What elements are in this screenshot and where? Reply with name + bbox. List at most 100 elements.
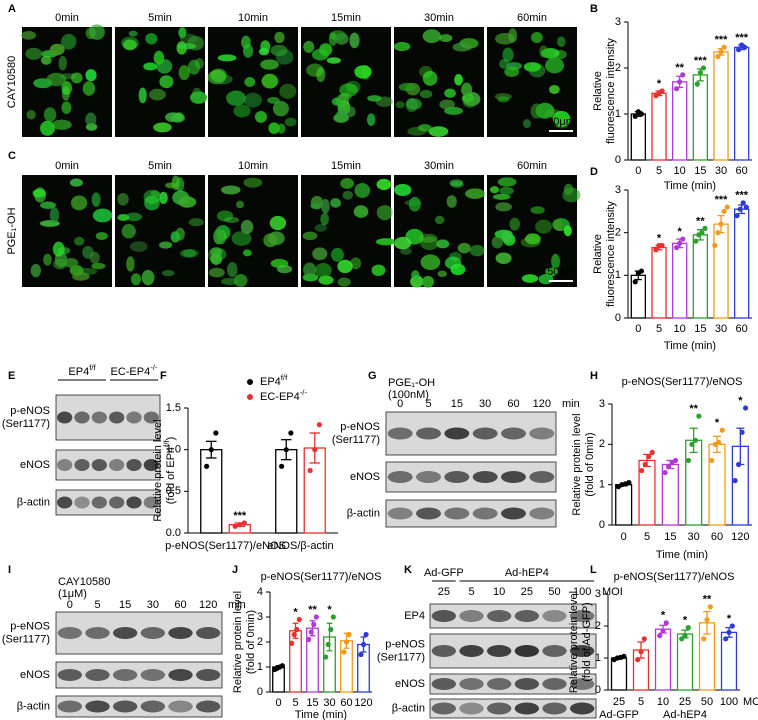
data-point [341, 649, 347, 655]
y-axis-label: (fold of Ad-GFP) [581, 602, 593, 681]
blot-band [126, 411, 142, 424]
cell [242, 43, 254, 58]
data-point [700, 65, 707, 71]
blot-strip [55, 394, 161, 441]
cell [145, 33, 158, 45]
cell [165, 112, 181, 123]
cell [339, 83, 359, 97]
blot-band [91, 459, 107, 471]
blot-band [387, 507, 413, 520]
data-point [692, 437, 699, 443]
data-point [646, 453, 652, 460]
x-tick-label: 5 [644, 531, 650, 543]
cell [334, 32, 349, 45]
superscript: f/f [162, 440, 171, 447]
y-axis-label: Relative [592, 234, 604, 274]
blot-row-label: p-eNOS [10, 620, 50, 632]
data-point [638, 268, 645, 274]
blot-band [85, 627, 110, 639]
data-point [693, 238, 699, 244]
data-point [734, 213, 740, 219]
cell [220, 277, 239, 286]
data-point [721, 44, 727, 50]
blot-band [143, 496, 159, 509]
bar [708, 443, 726, 526]
lane-label: 25 [521, 586, 533, 598]
data-point [358, 651, 364, 658]
data-point [673, 86, 680, 92]
cell [53, 259, 68, 270]
blot-band [109, 411, 125, 424]
blot-band [57, 459, 73, 471]
cell [226, 90, 246, 106]
cell [350, 257, 362, 270]
cell [302, 231, 318, 241]
blot-band [486, 610, 512, 622]
text-part: EC-EP4 [260, 391, 300, 403]
panel-letter: E [8, 370, 15, 382]
x-tick-label: 120 [354, 697, 372, 709]
cell [422, 29, 441, 44]
bar [654, 628, 672, 691]
y-tick-label: 2 [257, 636, 263, 648]
time-label: 30min [424, 12, 454, 24]
data-point [296, 616, 302, 623]
y-tick-label: 3 [615, 16, 621, 28]
cell [452, 42, 472, 52]
treatment-label: (100nM) [388, 389, 429, 401]
cell [501, 231, 513, 243]
y-tick-label: 1 [257, 661, 263, 673]
cell [444, 88, 456, 98]
data-point [283, 447, 289, 453]
bar [275, 449, 298, 534]
cell [130, 273, 142, 286]
blot-band [387, 471, 413, 483]
blot-band [74, 496, 90, 509]
blot-band [569, 702, 595, 715]
cell [244, 92, 262, 108]
cell [233, 104, 251, 118]
data-point [718, 49, 724, 55]
x-axis-label: Time (min) [664, 340, 716, 352]
blot-band [431, 645, 457, 657]
data-point [204, 463, 210, 469]
cell [235, 200, 245, 209]
cell [354, 183, 371, 198]
blot-band [444, 471, 470, 483]
cell [71, 72, 83, 84]
cell [366, 113, 376, 126]
y-axis-label: Relative protein level [568, 591, 580, 693]
data-point [312, 447, 318, 453]
bar [651, 92, 667, 161]
time-label: 10min [238, 160, 268, 172]
cell [497, 96, 510, 103]
cell [138, 87, 147, 104]
chart-title: p-eNOS(Ser1177)/eNOS [261, 571, 382, 583]
panel-letter: J [232, 564, 238, 576]
blot-row-label: eNOS [395, 678, 425, 690]
bar [610, 657, 628, 691]
blot-band [168, 700, 193, 713]
significance: * [657, 78, 662, 90]
cell [523, 62, 542, 72]
cell [159, 75, 174, 89]
cell [394, 236, 412, 250]
cell [221, 185, 241, 195]
superscript: -/- [300, 388, 308, 397]
cell [182, 248, 199, 258]
cell [522, 119, 531, 129]
lane-label: 5 [94, 599, 100, 611]
cell [153, 122, 172, 133]
group-label: Ad-hEP4 [663, 709, 707, 720]
significance: *** [735, 190, 749, 202]
blot-band [416, 507, 441, 520]
cell [492, 193, 511, 200]
significance: * [678, 226, 683, 238]
cell [394, 183, 412, 196]
cell [420, 254, 441, 270]
x-tick-label: 15 [694, 165, 706, 177]
blot-row-label: EP4 [404, 610, 425, 622]
group-label: EP4f/f [68, 363, 96, 378]
cell [454, 73, 463, 86]
blot-row-label: (Ser1177) [2, 418, 50, 430]
